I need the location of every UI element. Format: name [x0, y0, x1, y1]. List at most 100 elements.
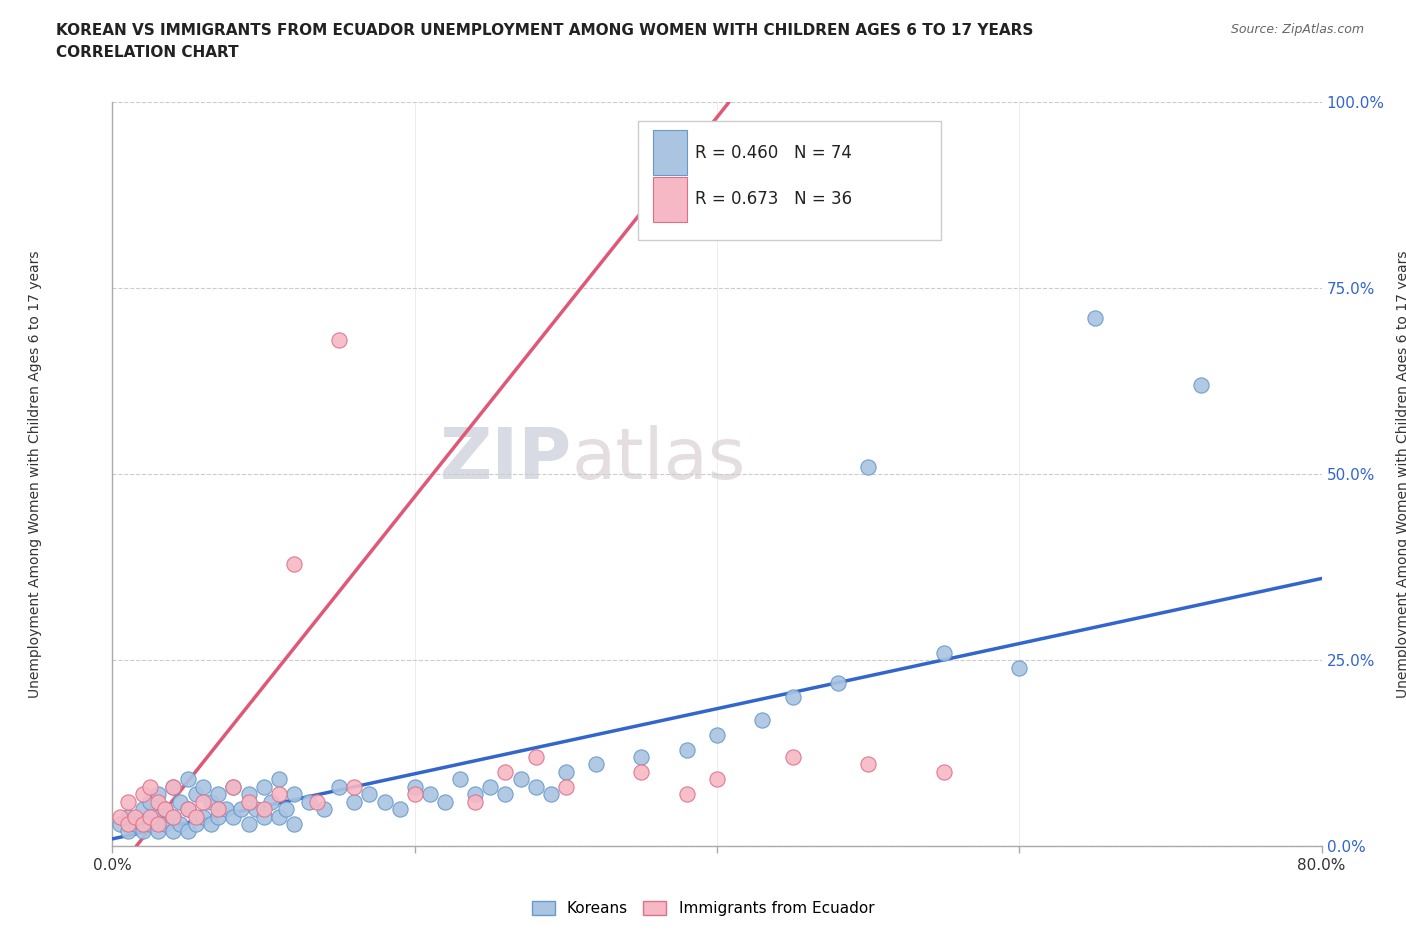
Point	[162, 809, 184, 824]
Point	[706, 727, 728, 742]
Point	[585, 757, 607, 772]
Text: Unemployment Among Women with Children Ages 6 to 17 years: Unemployment Among Women with Children A…	[28, 250, 42, 698]
Text: CORRELATION CHART: CORRELATION CHART	[56, 45, 239, 60]
Point	[146, 817, 169, 831]
Point	[146, 809, 169, 824]
Point	[856, 757, 880, 772]
Point	[253, 809, 276, 824]
Point	[117, 817, 139, 831]
Point	[207, 802, 229, 817]
Point	[238, 794, 260, 809]
Legend: Koreans, Immigrants from Ecuador: Koreans, Immigrants from Ecuador	[526, 895, 880, 923]
Point	[155, 802, 177, 817]
Point	[132, 817, 155, 831]
Point	[479, 779, 502, 794]
Point	[108, 809, 131, 824]
Point	[184, 809, 207, 824]
Point	[139, 809, 162, 824]
Point	[117, 824, 139, 839]
Point	[856, 459, 880, 474]
Point	[404, 779, 426, 794]
FancyBboxPatch shape	[652, 130, 686, 175]
Point	[146, 824, 169, 839]
Point	[706, 772, 728, 787]
Point	[675, 742, 697, 757]
Point	[222, 779, 245, 794]
Point	[343, 779, 366, 794]
Point	[374, 794, 396, 809]
Point	[253, 779, 276, 794]
Point	[1008, 660, 1031, 675]
Point	[124, 817, 146, 831]
Point	[276, 802, 298, 817]
Point	[117, 794, 139, 809]
Point	[630, 764, 652, 779]
Point	[751, 712, 773, 727]
Point	[155, 817, 177, 831]
Point	[222, 809, 245, 824]
Point	[215, 802, 238, 817]
Point	[449, 772, 471, 787]
Point	[146, 794, 169, 809]
Point	[139, 794, 162, 809]
Point	[827, 675, 849, 690]
Point	[207, 809, 229, 824]
Point	[229, 802, 252, 817]
Point	[200, 794, 222, 809]
Point	[177, 802, 200, 817]
Point	[124, 809, 146, 824]
Point	[283, 817, 305, 831]
Point	[184, 787, 207, 802]
Point	[162, 809, 184, 824]
Point	[117, 809, 139, 824]
Point	[524, 750, 547, 764]
Point	[630, 750, 652, 764]
Point	[191, 779, 214, 794]
Point	[132, 802, 155, 817]
FancyBboxPatch shape	[652, 177, 686, 222]
Point	[238, 817, 260, 831]
Point	[524, 779, 547, 794]
Point	[169, 794, 191, 809]
Point	[283, 787, 305, 802]
Text: R = 0.673   N = 36: R = 0.673 N = 36	[696, 191, 852, 208]
Point	[139, 779, 162, 794]
Point	[782, 690, 804, 705]
Point	[554, 779, 576, 794]
Point	[359, 787, 381, 802]
Point	[1084, 311, 1107, 325]
Text: Source: ZipAtlas.com: Source: ZipAtlas.com	[1230, 23, 1364, 36]
Y-axis label: Unemployment Among Women with Children Ages 6 to 17 years: Unemployment Among Women with Children A…	[1396, 250, 1406, 698]
Point	[200, 817, 222, 831]
Text: KOREAN VS IMMIGRANTS FROM ECUADOR UNEMPLOYMENT AMONG WOMEN WITH CHILDREN AGES 6 : KOREAN VS IMMIGRANTS FROM ECUADOR UNEMPL…	[56, 23, 1033, 38]
Point	[509, 772, 531, 787]
Text: ZIP: ZIP	[440, 425, 572, 494]
Point	[343, 794, 366, 809]
Point	[495, 764, 517, 779]
Point	[177, 802, 200, 817]
Point	[177, 772, 200, 787]
Point	[132, 824, 155, 839]
Point	[139, 817, 162, 831]
Point	[283, 556, 305, 571]
Point	[932, 645, 955, 660]
Point	[267, 809, 290, 824]
Point	[108, 817, 131, 831]
Point	[267, 787, 290, 802]
Point	[675, 787, 697, 802]
Point	[305, 794, 328, 809]
Point	[169, 817, 191, 831]
Point	[260, 794, 283, 809]
Point	[433, 794, 456, 809]
Text: atlas: atlas	[572, 425, 747, 494]
Point	[540, 787, 562, 802]
Text: R = 0.460   N = 74: R = 0.460 N = 74	[696, 143, 852, 162]
Point	[245, 802, 267, 817]
Point	[495, 787, 517, 802]
Point	[464, 794, 486, 809]
Point	[314, 802, 336, 817]
Point	[155, 802, 177, 817]
Point	[162, 824, 184, 839]
Point	[404, 787, 426, 802]
Point	[207, 787, 229, 802]
